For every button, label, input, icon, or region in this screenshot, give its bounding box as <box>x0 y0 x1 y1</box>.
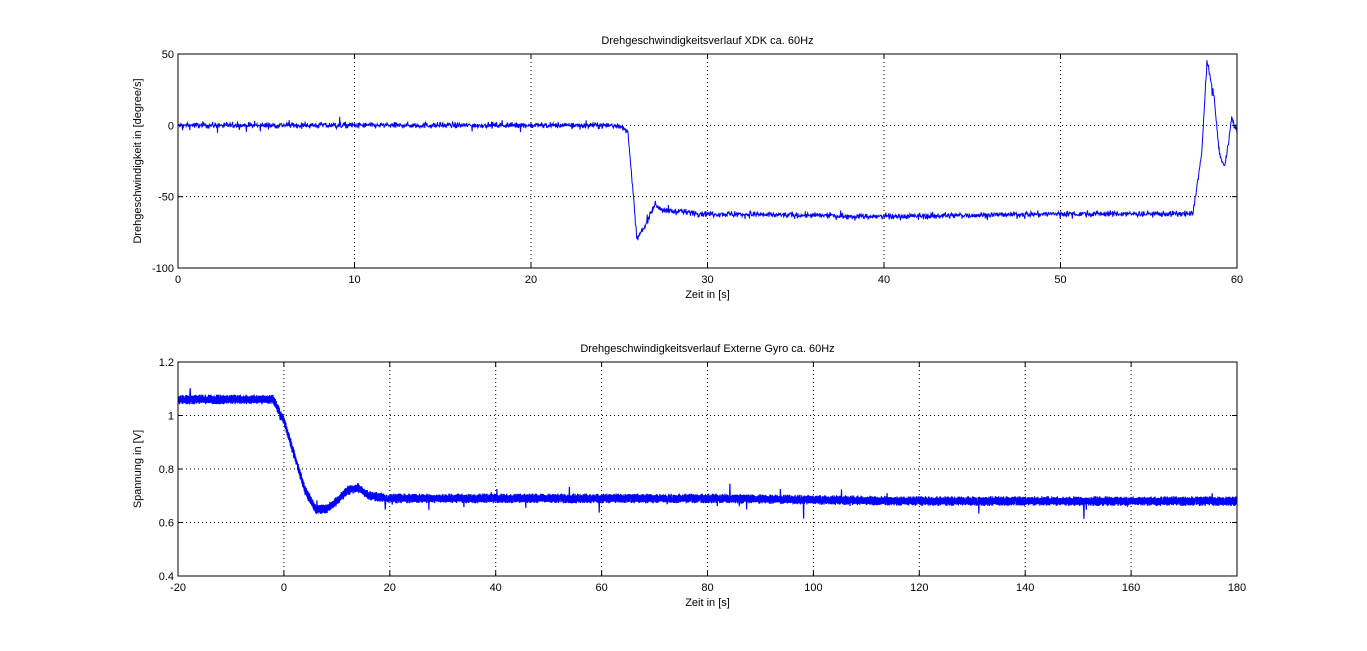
series-line-gyro <box>178 388 1237 519</box>
grid-gyro <box>178 362 1237 576</box>
chart-title-gyro: Drehgeschwindigkeitsverlauf Externe Gyro… <box>580 343 834 355</box>
x-tick-label: 80 <box>701 582 713 594</box>
y-tick-label: 1 <box>168 411 174 423</box>
x-tick-label: 60 <box>595 582 607 594</box>
x-tick-label: 10 <box>348 274 360 286</box>
x-axis-label-xdk: Zeit in [s] <box>685 289 730 301</box>
x-tick-label: 50 <box>1054 274 1066 286</box>
plot-area-xdk <box>177 53 1238 269</box>
x-tick-label: -20 <box>170 582 186 594</box>
chart-xdk: 0 10 20 30 40 50 60 -100 -50 0 50 Drehgeschwindigk… <box>132 35 1243 301</box>
x-tick-label: 120 <box>910 582 928 594</box>
x-tick-label: 30 <box>701 274 713 286</box>
ticks-gyro: -20 0 20 40 60 80 100 120 140 160 180 0.4 0.6 0.8 1 1.2 <box>159 357 1246 594</box>
y-axis-label-gyro: Spannung in [V] <box>132 430 144 508</box>
y-tick-label: 0.8 <box>159 464 174 476</box>
x-tick-label: 160 <box>1122 582 1140 594</box>
y-tick-label: 0.4 <box>159 571 174 583</box>
ticks-xdk: 0 10 20 30 40 50 60 -100 -50 0 50 <box>152 49 1243 286</box>
y-axis-label-xdk: Drehgeschwindigkeit in [degree/s] <box>132 78 144 243</box>
x-tick-label: 60 <box>1231 274 1243 286</box>
y-tick-label: 0 <box>168 120 174 132</box>
series-line <box>178 388 1237 519</box>
y-tick-label: 1.2 <box>159 357 174 369</box>
y-tick-label: 50 <box>162 49 174 61</box>
y-tick-label: -50 <box>158 192 174 204</box>
x-tick-label: 40 <box>878 274 890 286</box>
series-line-xdk <box>178 60 1237 241</box>
x-tick-label: 0 <box>175 274 181 286</box>
y-tick-label: -100 <box>152 263 174 275</box>
x-tick-label: 180 <box>1228 582 1246 594</box>
x-tick-label: 20 <box>384 582 396 594</box>
chart-external-gyro: -20 0 20 40 60 80 100 120 140 160 180 0.4 0.6 0.8 1 1.2… <box>132 343 1246 609</box>
x-tick-label: 140 <box>1016 582 1034 594</box>
x-tick-label: 0 <box>281 582 287 594</box>
x-tick-label: 100 <box>804 582 822 594</box>
x-axis-label-gyro: Zeit in [s] <box>685 597 730 609</box>
series-line <box>178 60 1237 241</box>
x-tick-label: 40 <box>490 582 502 594</box>
y-tick-label: 0.6 <box>159 518 174 530</box>
x-tick-label: 20 <box>525 274 537 286</box>
chart-title-xdk: Drehgeschwindigkeitsverlauf XDK ca. 60Hz <box>601 35 813 47</box>
